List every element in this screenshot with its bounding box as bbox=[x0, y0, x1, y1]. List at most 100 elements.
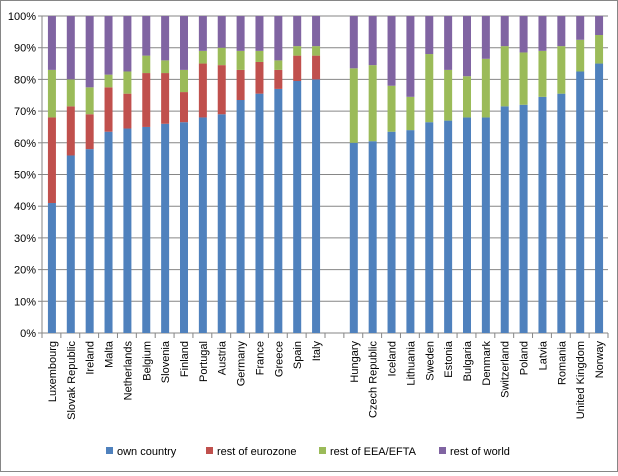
bar-segment bbox=[519, 16, 528, 53]
legend-label: rest of EEA/EFTA bbox=[330, 446, 417, 458]
bar-segment bbox=[312, 46, 321, 56]
bar-segment bbox=[161, 16, 170, 61]
bar-segment bbox=[236, 16, 245, 51]
bar-segment bbox=[47, 16, 56, 70]
bar-segment bbox=[293, 80, 302, 333]
x-tick-label: Hungary bbox=[349, 341, 361, 383]
bar-segment bbox=[406, 16, 415, 97]
bar-segment bbox=[104, 74, 113, 88]
bar-segment bbox=[463, 117, 471, 333]
bar-segment bbox=[444, 16, 453, 70]
x-tick-label: United Kingdom bbox=[575, 341, 587, 419]
legend-label: rest of world bbox=[450, 446, 510, 458]
bar-segment bbox=[198, 63, 207, 118]
bar-segment bbox=[500, 106, 509, 333]
bar-segment bbox=[123, 71, 132, 94]
bar-segment bbox=[255, 61, 264, 94]
x-tick-label: Norway bbox=[594, 341, 606, 379]
bar-segment bbox=[538, 96, 547, 334]
bar-segment bbox=[47, 203, 56, 333]
bar-segment bbox=[142, 126, 151, 333]
legend-swatch bbox=[319, 447, 326, 454]
bar-segment bbox=[217, 65, 226, 115]
bar-segment bbox=[463, 76, 471, 118]
x-tick-label: Lithuania bbox=[405, 340, 417, 386]
bar-segment bbox=[368, 65, 377, 142]
bar-segment bbox=[85, 16, 94, 88]
bar-segment bbox=[198, 16, 207, 51]
bar-segment bbox=[595, 63, 604, 334]
bar-segment bbox=[255, 16, 264, 51]
x-tick-label: Austria bbox=[217, 340, 229, 375]
bar-segment bbox=[104, 87, 113, 132]
bar-segment bbox=[500, 16, 509, 47]
x-tick-label: Bulgaria bbox=[462, 340, 474, 381]
bar-segment bbox=[538, 50, 547, 97]
bar-segment bbox=[180, 16, 188, 70]
bar-segment bbox=[576, 16, 585, 40]
bar-segment bbox=[66, 79, 75, 107]
bar-segment bbox=[104, 131, 113, 333]
bar-segment bbox=[198, 50, 207, 64]
bar-segment bbox=[236, 69, 245, 101]
bar-segment bbox=[161, 60, 170, 74]
x-tick-label: Netherlands bbox=[122, 341, 134, 401]
x-tick-label: Poland bbox=[519, 341, 531, 375]
bar-segment bbox=[425, 16, 434, 55]
bar-segment bbox=[274, 88, 283, 333]
x-tick-label: Italy bbox=[311, 341, 323, 362]
x-tick-label: Malta bbox=[104, 340, 116, 368]
bar-segment bbox=[463, 16, 471, 77]
bar-segment bbox=[180, 92, 188, 123]
bar-segment bbox=[293, 55, 302, 81]
bar-segment bbox=[538, 16, 547, 51]
bar-segment bbox=[557, 93, 566, 333]
bar-segment bbox=[368, 16, 377, 66]
x-tick-label: Slovak Republic bbox=[66, 341, 78, 420]
bar-segment bbox=[142, 16, 151, 56]
bar-segment bbox=[349, 16, 358, 69]
bar-segment bbox=[481, 58, 490, 118]
bar-segment bbox=[123, 128, 132, 333]
legend-swatch bbox=[106, 447, 113, 454]
bar-segment bbox=[557, 46, 566, 94]
bar-segment bbox=[142, 73, 151, 127]
x-tick-label: Estonia bbox=[443, 340, 455, 378]
x-tick-label: Denmark bbox=[481, 341, 493, 386]
bar-segment bbox=[274, 60, 283, 70]
y-tick-label: 0% bbox=[20, 328, 36, 340]
bar-segment bbox=[425, 122, 434, 333]
legend-label: own country bbox=[117, 446, 177, 458]
bar-segment bbox=[481, 117, 490, 333]
x-tick-label: Czech Republic bbox=[368, 341, 380, 419]
legend-swatch bbox=[439, 447, 446, 454]
y-tick-label: 40% bbox=[14, 201, 36, 213]
x-tick-label: Belgium bbox=[141, 341, 153, 381]
y-tick-label: 70% bbox=[14, 106, 36, 118]
x-tick-label: Ireland bbox=[85, 341, 97, 375]
x-tick-label: Portugal bbox=[198, 341, 210, 382]
bar-segment bbox=[255, 50, 264, 62]
x-tick-label: Latvia bbox=[537, 340, 549, 370]
bar-segment bbox=[387, 16, 396, 86]
x-tick-label: Luxembourg bbox=[47, 341, 59, 402]
y-tick-label: 30% bbox=[14, 233, 36, 245]
bar-segment bbox=[481, 16, 490, 59]
bar-segment bbox=[217, 16, 226, 48]
bar-segment bbox=[217, 47, 226, 66]
x-tick-label: Spain bbox=[292, 341, 304, 369]
legend-swatch bbox=[206, 447, 213, 454]
bar-segment bbox=[519, 52, 528, 105]
bar-segment bbox=[349, 142, 358, 333]
bar-segment bbox=[161, 123, 170, 333]
x-tick-label: Slovenia bbox=[160, 340, 172, 383]
bar-segment bbox=[85, 114, 94, 150]
bar-segment bbox=[66, 155, 75, 333]
bar-segment bbox=[217, 114, 226, 334]
bar-segment bbox=[274, 16, 283, 61]
bar-segment bbox=[293, 16, 302, 47]
x-tick-label: Germany bbox=[236, 341, 248, 387]
bar-segment bbox=[425, 54, 434, 123]
